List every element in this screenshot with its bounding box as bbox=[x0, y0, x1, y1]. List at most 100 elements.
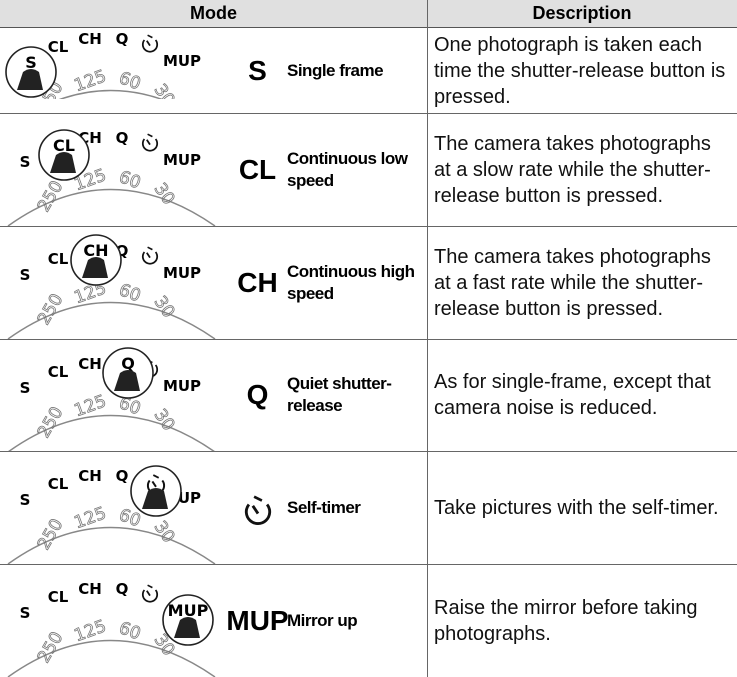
mode-symbol: CL bbox=[230, 113, 285, 226]
dial-mode: CL bbox=[48, 363, 69, 381]
dial-speed: 30 bbox=[150, 180, 179, 209]
timer-tick bbox=[253, 495, 262, 502]
dial-arc bbox=[58, 89, 164, 99]
mode-header: Mode bbox=[0, 0, 427, 28]
dial-mode: CL bbox=[48, 38, 69, 56]
timer-hand bbox=[251, 504, 259, 514]
finger bbox=[142, 488, 168, 509]
mode-name: Continuous low speed bbox=[287, 148, 408, 190]
finger bbox=[50, 152, 76, 173]
mode-symbol: Q bbox=[230, 339, 285, 451]
dial-speed: 250 bbox=[34, 177, 68, 215]
symbol-text: Q bbox=[246, 379, 269, 410]
description-header: Description bbox=[427, 0, 737, 28]
mode-name: Single frame bbox=[287, 60, 384, 80]
dial-mode: Q bbox=[116, 467, 129, 485]
symbol-text: MUP bbox=[226, 604, 289, 636]
mode-symbol: CH bbox=[230, 226, 285, 339]
dial-speed: 30 bbox=[150, 518, 179, 547]
finger bbox=[114, 369, 140, 391]
finger bbox=[17, 69, 43, 90]
dial-speed: 250 bbox=[34, 403, 68, 441]
mode-name: Quiet shutter-release bbox=[287, 374, 392, 415]
mode-description: Raise the mirror before taking photograp… bbox=[434, 596, 698, 645]
dial-mode: Q bbox=[116, 129, 129, 147]
dial-mode-selected: S bbox=[25, 53, 37, 72]
dial-arc bbox=[7, 526, 216, 564]
dial-mode: Q bbox=[116, 30, 129, 48]
dial-mode: CH bbox=[78, 580, 102, 598]
dial-mode: MUP bbox=[163, 151, 201, 169]
dial-speed: 125 bbox=[72, 503, 109, 533]
dial-speed: 30 bbox=[150, 293, 179, 322]
row-divider bbox=[0, 226, 737, 227]
dial-mode-selected: CH bbox=[83, 241, 108, 260]
dial-mode-selected: MUP bbox=[168, 601, 209, 620]
timer-icon bbox=[141, 589, 159, 603]
mode-description: As for single-frame, except that camera … bbox=[434, 371, 711, 419]
mode-description: Take pictures with the self-timer. bbox=[434, 496, 719, 519]
timer-icon bbox=[141, 138, 159, 152]
dial-mode: S bbox=[20, 153, 31, 171]
dial-mode: S bbox=[20, 491, 31, 509]
finger bbox=[82, 257, 108, 278]
dial-mode-selected: Q bbox=[121, 354, 135, 373]
dial-mode: MUP bbox=[163, 52, 201, 70]
dial-arc bbox=[7, 188, 216, 226]
dial-arc bbox=[8, 414, 215, 451]
mode-name: Continuous high speed bbox=[287, 261, 415, 303]
mode-name: Mirror up bbox=[287, 610, 358, 630]
timer-tick bbox=[147, 246, 153, 251]
row-divider bbox=[0, 451, 737, 452]
dial-speed: 30 bbox=[150, 405, 179, 434]
timer-tick bbox=[147, 34, 153, 39]
mode-symbol: MUP bbox=[226, 564, 288, 677]
dial-speed: 250 bbox=[34, 628, 68, 666]
dial-mode: CL bbox=[48, 588, 69, 606]
timer-icon bbox=[141, 39, 159, 53]
finger bbox=[174, 617, 200, 638]
dial-mode-selected: CL bbox=[53, 136, 75, 155]
dial-mode: CH bbox=[78, 467, 102, 485]
dial-speed: 125 bbox=[72, 616, 109, 646]
dial-speed: 250 bbox=[34, 515, 68, 553]
dial-mode: CL bbox=[48, 475, 69, 493]
dial-mode: CH bbox=[78, 30, 102, 48]
timer-tick bbox=[147, 133, 153, 138]
timer-hand bbox=[146, 139, 151, 146]
dial-mode: MUP bbox=[163, 264, 201, 282]
timer-tick bbox=[152, 474, 160, 479]
dial-speed: 125 bbox=[72, 391, 109, 421]
mode-description: The camera takes photographs at a slow r… bbox=[434, 132, 711, 207]
timer-hand bbox=[146, 590, 151, 597]
dial-arc bbox=[7, 301, 216, 339]
dial-mode: S bbox=[20, 266, 31, 284]
dial-speed: 125 bbox=[72, 66, 109, 96]
timer-hand bbox=[151, 480, 157, 488]
mode-name: Self-timer bbox=[287, 497, 361, 517]
dial-mode: Q bbox=[116, 580, 129, 598]
dial-speed: 30 bbox=[150, 81, 179, 99]
timer-icon bbox=[244, 503, 271, 525]
timer-hand bbox=[146, 40, 151, 47]
mode-symbol bbox=[230, 451, 285, 564]
timer-hand bbox=[146, 252, 151, 259]
mode-description: One photograph is taken each time the sh… bbox=[434, 33, 726, 108]
mode-description: The camera takes photographs at a fast r… bbox=[434, 245, 711, 320]
dial-mode: CL bbox=[48, 250, 69, 268]
column-divider bbox=[427, 0, 428, 677]
row-divider bbox=[0, 113, 737, 114]
symbol-text: CH bbox=[237, 266, 278, 298]
mode-symbol: S bbox=[230, 28, 285, 113]
dial-speed: 250 bbox=[34, 290, 68, 328]
dial-mode: S bbox=[20, 379, 31, 397]
dial-mode: CH bbox=[78, 355, 102, 373]
row-divider bbox=[0, 339, 737, 340]
dial-mode: MUP bbox=[163, 377, 201, 395]
